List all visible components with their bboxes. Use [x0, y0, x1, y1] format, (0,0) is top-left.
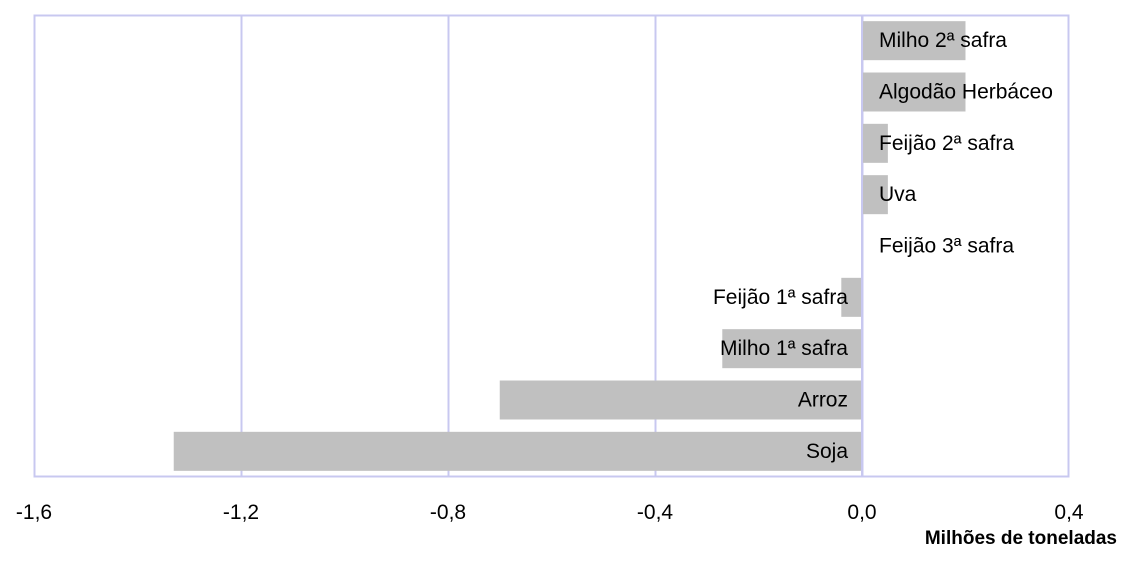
- x-tick-label: -1,6: [16, 501, 52, 524]
- bar: [862, 72, 966, 112]
- category-label: Feijão 1ª safra: [713, 286, 848, 309]
- category-label: Arroz: [798, 389, 848, 412]
- bar: [862, 21, 966, 61]
- bar: [499, 380, 862, 420]
- x-tick-label: -0,4: [637, 501, 674, 524]
- category-label: Feijão 3ª safra: [879, 235, 1014, 258]
- bar: [722, 329, 862, 369]
- category-label: Uva: [879, 183, 917, 206]
- plot-border: [33, 14, 1070, 478]
- plot-frame: [33, 14, 1070, 478]
- bar: [841, 277, 862, 317]
- bar: [862, 123, 888, 163]
- category-label: Milho 1ª safra: [720, 337, 848, 360]
- x-axis-title: Milhões de toneladas: [924, 528, 1117, 549]
- x-tick-label: -0,8: [430, 501, 466, 524]
- x-tick-labels: -1,6 -1,2 -0,8 -0,4 0,0 0,4: [16, 501, 1084, 524]
- category-label: Algodão Herbáceo: [879, 81, 1053, 104]
- bar: [173, 431, 863, 471]
- x-tick-label: -1,2: [223, 501, 259, 524]
- x-tick-label: 0,4: [1054, 501, 1084, 524]
- bar: [862, 175, 888, 215]
- category-labels: Milho 2ª safra Algodão Herbáceo Feijão 2ª …: [713, 29, 1053, 463]
- category-label: Feijão 2ª safra: [879, 132, 1014, 155]
- category-label: Milho 2ª safra: [879, 29, 1007, 52]
- bars: [173, 21, 966, 471]
- x-tick-label: 0,0: [847, 501, 876, 524]
- category-label: Soja: [806, 440, 848, 463]
